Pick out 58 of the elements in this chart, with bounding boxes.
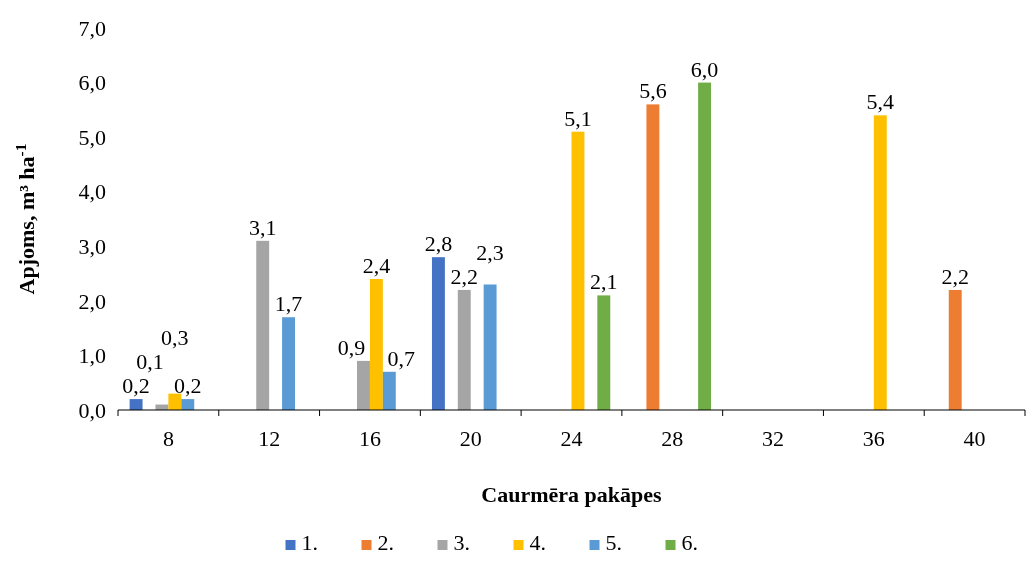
data-label: 3,1: [248, 214, 277, 240]
bar: [431, 257, 445, 410]
bar: [457, 289, 471, 410]
bar: [597, 295, 611, 410]
data-label: 0,2: [174, 373, 202, 399]
x-tick-label: 8: [162, 426, 174, 451]
bar: [382, 371, 396, 410]
bar: [873, 115, 887, 410]
data-label: 2,1: [590, 269, 618, 295]
y-tick-label: 4,0: [78, 179, 106, 205]
data-label: 2,8: [424, 231, 453, 257]
data-label: 0,7: [387, 345, 416, 371]
x-tick-label: 24: [560, 426, 583, 451]
data-label: 6,0: [690, 56, 719, 82]
data-label: 0,2: [122, 373, 150, 399]
legend-label: 1.: [301, 530, 318, 555]
bar: [571, 131, 585, 410]
y-tick-label: 6,0: [78, 70, 106, 96]
legend-label: 2.: [377, 530, 394, 555]
y-tick-label: 2,0: [78, 288, 106, 314]
y-tick-label: 0,0: [78, 397, 106, 423]
data-label: 2,2: [941, 263, 969, 289]
y-tick-label: 5,0: [78, 124, 106, 150]
legend-label: 4.: [529, 530, 546, 555]
bar: [483, 284, 497, 410]
x-tick-label: 20: [459, 426, 482, 451]
bar: [256, 240, 270, 410]
data-label: 0,9: [337, 334, 366, 360]
x-tick-label: 36: [862, 426, 885, 451]
x-axis-title: Caurmēra pakāpes: [481, 482, 663, 507]
x-tick-label: 16: [358, 426, 381, 451]
bar: [357, 360, 370, 410]
data-label: 2,3: [476, 239, 504, 265]
bar: [181, 399, 195, 410]
y-tick-label: 7,0: [78, 15, 106, 41]
bar: [698, 82, 712, 410]
legend-label: 5.: [605, 530, 622, 555]
y-tick-label: 1,0: [78, 343, 106, 369]
data-label: 5,1: [564, 105, 592, 131]
x-tick-label: 40: [963, 426, 986, 451]
bar: [369, 279, 383, 410]
x-tick-label: 12: [258, 426, 281, 451]
bar: [948, 289, 962, 410]
data-label: 2,4: [362, 253, 391, 279]
bar: [129, 399, 143, 410]
x-tick-label: 28: [661, 426, 684, 451]
data-label: 2,2: [450, 263, 479, 289]
bar: [282, 317, 296, 410]
data-label: 0,3: [161, 325, 189, 351]
data-label: 0,1: [136, 349, 164, 375]
data-label: 1,7: [274, 291, 303, 317]
x-tick-label: 32: [762, 426, 785, 451]
legend-label: 6.: [681, 530, 698, 555]
data-label: 5,4: [866, 89, 895, 115]
bar: [646, 104, 660, 410]
data-label: 5,6: [639, 78, 667, 104]
legend-label: 3.: [453, 530, 470, 555]
y-tick-label: 3,0: [78, 233, 106, 259]
